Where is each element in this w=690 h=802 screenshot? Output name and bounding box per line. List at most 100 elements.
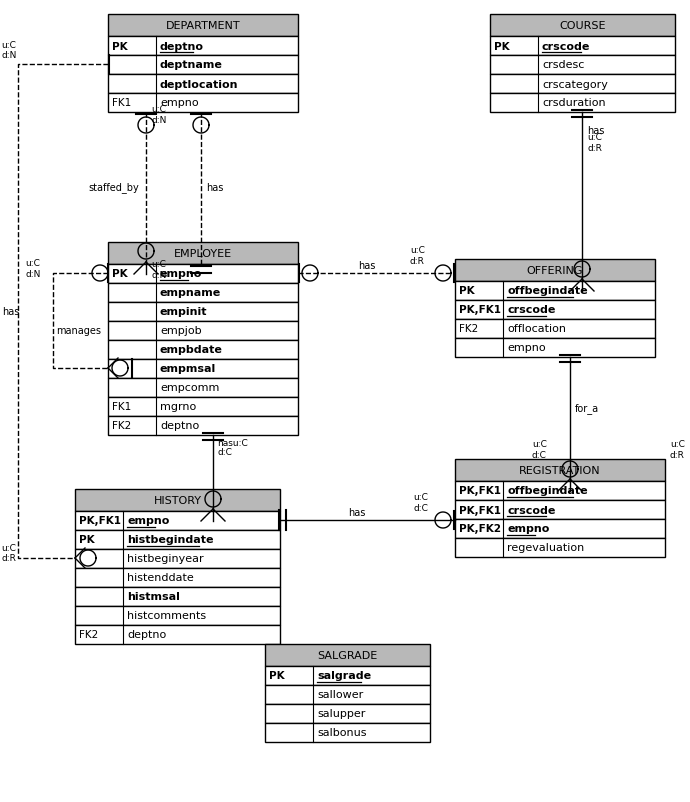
Bar xyxy=(75,489,280,512)
Text: FK1: FK1 xyxy=(112,99,131,108)
Text: histbeginyear: histbeginyear xyxy=(127,554,204,564)
Bar xyxy=(75,606,280,626)
Text: empno: empno xyxy=(507,524,549,534)
Text: PK: PK xyxy=(494,42,510,51)
Text: crsdesc: crsdesc xyxy=(542,60,584,71)
Text: PK,FK1: PK,FK1 xyxy=(79,516,121,526)
Text: d:R: d:R xyxy=(1,554,16,563)
Text: mgrno: mgrno xyxy=(160,402,196,412)
Text: histmsal: histmsal xyxy=(127,592,180,602)
Bar xyxy=(455,338,655,358)
Bar xyxy=(108,379,298,398)
Text: HISTORY: HISTORY xyxy=(153,496,201,505)
Bar xyxy=(108,302,298,322)
Bar xyxy=(75,549,280,569)
Bar xyxy=(75,569,280,587)
Text: has: has xyxy=(348,508,366,517)
Text: PK,FK1: PK,FK1 xyxy=(459,505,501,515)
Bar xyxy=(455,520,665,538)
Text: u:C
d:R: u:C d:R xyxy=(587,133,602,152)
Text: d:N: d:N xyxy=(1,51,17,59)
Bar xyxy=(455,460,665,481)
Bar xyxy=(108,94,298,113)
Text: u:C: u:C xyxy=(1,544,16,553)
Bar xyxy=(75,512,280,530)
Text: FK2: FK2 xyxy=(79,630,98,640)
Bar xyxy=(455,282,655,301)
Text: empcomm: empcomm xyxy=(160,383,219,393)
Text: u:C
d:C: u:C d:C xyxy=(413,492,428,512)
Bar xyxy=(455,301,655,320)
Text: u:C
d:N: u:C d:N xyxy=(151,260,166,279)
Text: crscategory: crscategory xyxy=(542,79,608,89)
Bar xyxy=(108,56,298,75)
Text: deptno: deptno xyxy=(160,42,204,51)
Text: empno: empno xyxy=(160,99,199,108)
Text: deptlocation: deptlocation xyxy=(160,79,239,89)
Text: SALGRADE: SALGRADE xyxy=(317,650,377,660)
Bar xyxy=(265,644,430,666)
Bar xyxy=(108,37,298,56)
Text: offbegindate: offbegindate xyxy=(507,286,588,296)
Bar xyxy=(108,416,298,435)
Text: PK: PK xyxy=(112,42,128,51)
Bar xyxy=(490,94,675,113)
Text: empinit: empinit xyxy=(160,307,208,317)
Text: PK,FK1: PK,FK1 xyxy=(459,486,501,496)
Bar xyxy=(265,685,430,704)
Text: histenddate: histenddate xyxy=(127,573,194,583)
Text: DEPARTMENT: DEPARTMENT xyxy=(166,21,240,31)
Bar xyxy=(108,322,298,341)
Text: staffed_by: staffed_by xyxy=(88,182,139,193)
Text: PK: PK xyxy=(112,269,128,279)
Bar xyxy=(108,359,298,379)
Text: PK,FK2: PK,FK2 xyxy=(459,524,501,534)
Bar xyxy=(108,398,298,416)
Bar xyxy=(108,243,298,265)
Text: empno: empno xyxy=(507,343,546,353)
Bar xyxy=(455,260,655,282)
Text: crsduration: crsduration xyxy=(542,99,606,108)
Text: offbegindate: offbegindate xyxy=(507,486,588,496)
Text: PK: PK xyxy=(459,286,475,296)
Text: manages: manages xyxy=(56,326,101,336)
Text: FK2: FK2 xyxy=(459,324,478,334)
Bar xyxy=(108,341,298,359)
Text: for_a: for_a xyxy=(575,403,599,414)
Text: crscode: crscode xyxy=(507,505,555,515)
Bar xyxy=(490,56,675,75)
Bar xyxy=(490,37,675,56)
Text: has: has xyxy=(206,183,224,192)
Text: FK1: FK1 xyxy=(112,402,131,412)
Text: PK: PK xyxy=(79,535,95,545)
Text: u:C
d:R: u:C d:R xyxy=(410,246,425,265)
Text: empmsal: empmsal xyxy=(160,364,216,374)
Text: empno: empno xyxy=(127,516,169,526)
Text: COURSE: COURSE xyxy=(560,21,606,31)
Text: histbegindate: histbegindate xyxy=(127,535,213,545)
Text: deptname: deptname xyxy=(160,60,223,71)
Bar xyxy=(265,704,430,723)
Bar xyxy=(455,320,655,338)
Text: u:C
d:N: u:C d:N xyxy=(151,105,166,124)
Text: d:C: d:C xyxy=(217,448,232,457)
Text: empno: empno xyxy=(160,269,202,279)
Text: hasu:C: hasu:C xyxy=(217,439,248,448)
Bar xyxy=(490,75,675,94)
Text: histcomments: histcomments xyxy=(127,611,206,621)
Text: u:C: u:C xyxy=(1,40,16,50)
Text: FK2: FK2 xyxy=(112,421,131,431)
Text: REGISTRATION: REGISTRATION xyxy=(519,465,601,476)
Text: empbdate: empbdate xyxy=(160,345,223,355)
Text: salupper: salupper xyxy=(317,709,366,719)
Text: offlocation: offlocation xyxy=(507,324,566,334)
Bar xyxy=(75,530,280,549)
Bar xyxy=(108,75,298,94)
Bar xyxy=(490,15,675,37)
Bar xyxy=(265,723,430,742)
Text: u:C
d:C: u:C d:C xyxy=(532,439,547,459)
Bar xyxy=(455,538,665,557)
Bar xyxy=(108,265,298,284)
Text: deptno: deptno xyxy=(127,630,166,640)
Bar xyxy=(108,284,298,302)
